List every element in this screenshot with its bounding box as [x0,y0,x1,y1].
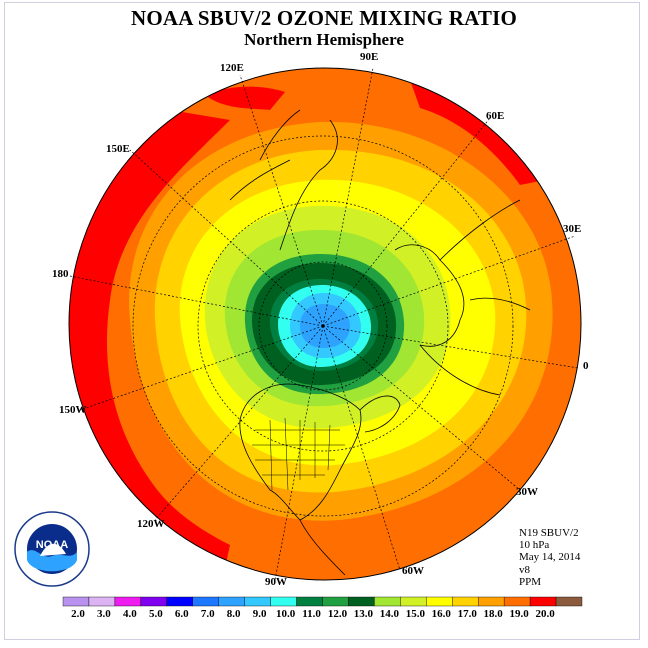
colorbar-tick-label: 14.0 [379,608,399,620]
us-states [252,417,345,491]
coastlines [229,109,531,576]
map-subtitle: Northern Hemisphere [244,30,404,49]
lon-label-60W: 60W [402,565,424,577]
colorbar-tick-label: 6.0 [174,608,189,620]
noaa-logo [14,511,90,587]
lon-label-30E: 30E [563,223,582,235]
colorbar-tick-label: 18.0 [483,608,503,620]
units-label: PPM [519,575,542,588]
lon-label-0: 0 [583,360,589,372]
lon-label-30W: 30W [516,486,538,498]
colorbar-tick-label: 20.0 [535,608,555,620]
map-title: NOAA SBUV/2 OZONE MIXING RATIO [131,6,517,30]
date-label: May 14, 2014 [519,551,581,564]
noaa-logo-text: NOAA [36,539,68,551]
colorbar-tick-label: 11.0 [302,608,321,620]
colorbar-tick-label: 8.0 [226,608,241,620]
info-block: N19 SBUV/2 10 hPa May 14, 2014 v8 PPM [519,527,580,588]
lon-label-180: 180 [52,268,69,280]
graticule [69,67,579,581]
lon-label-150W: 150W [59,404,87,416]
version-label: v8 [519,563,530,576]
colorbar-tick-label: 3.0 [97,608,111,620]
colorbar-tick-label: 17.0 [457,608,477,620]
colorbar-tick-label: 9.0 [252,608,267,620]
colorbar-tick-label: 7.0 [200,608,215,620]
colorbar-tick-label: 5.0 [148,608,163,620]
ozone-field [69,68,581,580]
lon-label-90W: 90W [265,576,287,588]
satellite-label: N19 SBUV/2 [519,527,579,539]
lon-label-120W: 120W [137,518,165,530]
high-ratio-rim-north [410,80,545,185]
pressure-label: 10 hPa [519,539,550,552]
globe-outline [68,67,582,581]
colorbar-tick-label: 13.0 [353,608,374,620]
colorbar-tick-label: 12.0 [327,608,348,620]
colorbar-tick-label: 16.0 [431,608,451,620]
lon-label-60E: 60E [486,110,505,122]
colorbar-tick-label: 10.0 [275,608,296,620]
lon-label-90E: 90E [360,51,379,63]
colorbar-tick-label: 19.0 [509,608,529,620]
colorbar-tick-label: 2.0 [71,608,85,620]
high-ratio-rim-north-west [205,86,285,110]
lon-label-120E: 120E [220,62,244,74]
colorbar-tick-label: 4.0 [123,608,137,620]
figure-frame [4,2,640,640]
lon-label-150E: 150E [106,143,130,155]
colorbar-tick-label: 15.0 [405,608,425,620]
